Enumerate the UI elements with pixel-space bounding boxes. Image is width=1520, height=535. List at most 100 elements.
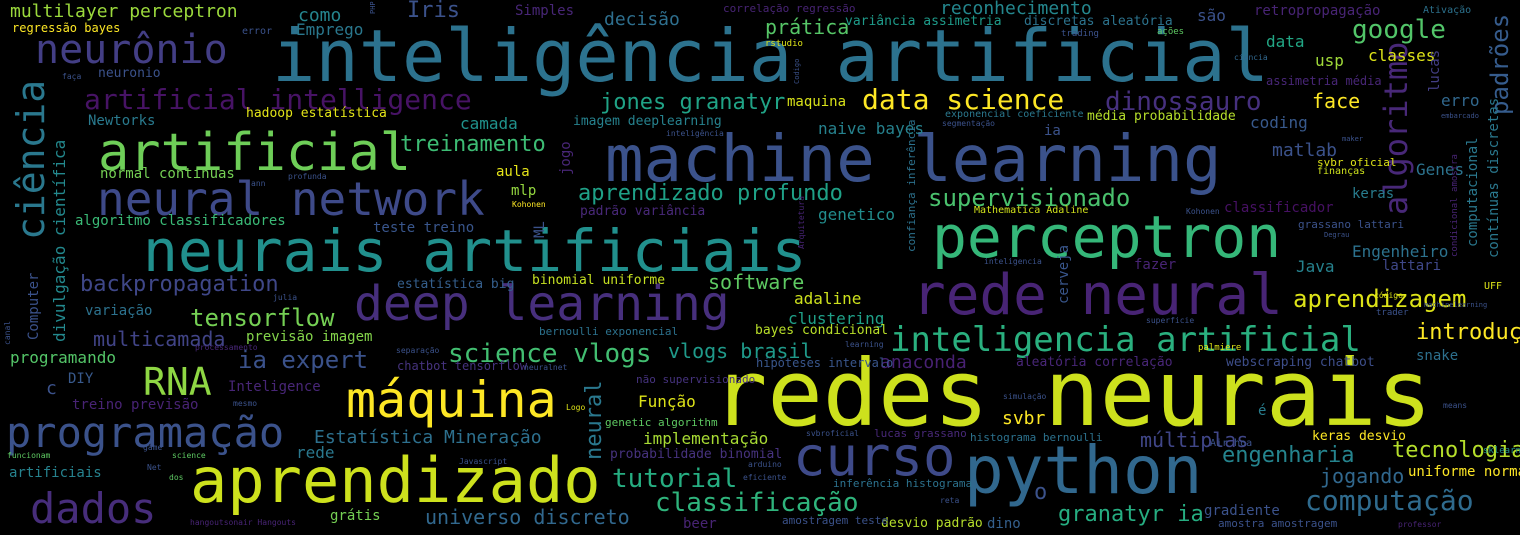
word: fazer xyxy=(1134,257,1177,273)
word: inteligencia xyxy=(984,257,1042,266)
word: canal xyxy=(3,320,12,345)
word: não supervisionado xyxy=(636,373,756,386)
word: svbroficial xyxy=(806,429,859,438)
word: previsão imagem xyxy=(246,329,373,345)
word: aleatória correlação xyxy=(1016,355,1173,370)
word: usp xyxy=(1315,51,1344,70)
word: ann xyxy=(251,179,266,188)
word: data science xyxy=(862,83,1065,116)
word: ia xyxy=(1044,123,1061,139)
word: jogando xyxy=(1320,464,1405,488)
word: regressão bayes xyxy=(12,21,121,35)
word: camada xyxy=(460,114,518,133)
word: múltiplas xyxy=(1140,428,1249,452)
word: machine learning xyxy=(605,123,1222,197)
word: face xyxy=(1312,89,1361,113)
word: funcionam xyxy=(7,451,51,460)
word: software xyxy=(708,270,805,294)
word: jones granatyr xyxy=(600,90,786,115)
word: mlp xyxy=(511,183,537,199)
word: machinelearning xyxy=(1424,301,1488,309)
word: bernoulli exponencial xyxy=(539,325,679,338)
word: programação xyxy=(6,408,285,457)
word: eficiente xyxy=(743,473,787,482)
word: divulgação científica xyxy=(50,139,69,342)
word: aula xyxy=(496,164,530,180)
word: erro xyxy=(1441,91,1480,110)
word: science xyxy=(172,451,206,460)
word: svbr oficial xyxy=(1317,156,1397,169)
word: embarcado xyxy=(1441,112,1479,120)
word: introdução xyxy=(1416,320,1520,345)
word: granatyr ia xyxy=(1058,502,1204,527)
word: programando xyxy=(10,348,116,367)
word: dino xyxy=(987,516,1021,532)
word: learning xyxy=(845,340,884,349)
word: adaline xyxy=(794,289,862,308)
word: maker xyxy=(1342,135,1364,143)
word: lattari xyxy=(1382,258,1442,274)
word: Arquitetura xyxy=(797,196,806,249)
word: prática xyxy=(765,15,850,39)
word: gradiente xyxy=(1204,503,1280,519)
word: python xyxy=(964,432,1203,509)
word: professor xyxy=(1398,520,1442,529)
word: teste treino xyxy=(373,220,475,236)
word: redes neurais xyxy=(712,340,1433,447)
word: Emprego xyxy=(296,20,364,39)
word: artificiais xyxy=(9,465,102,481)
word: treinamento xyxy=(400,132,546,157)
word: keras xyxy=(1352,186,1395,202)
word: é xyxy=(1258,403,1267,419)
word: tecnologia xyxy=(1392,438,1520,463)
word: correlação regressão xyxy=(723,2,856,15)
word: jogo xyxy=(558,141,574,175)
word: algoritmo classificadores xyxy=(75,213,286,229)
word: treino previsão xyxy=(72,397,199,413)
word: condicional amostra xyxy=(1450,154,1460,257)
word: Degrau xyxy=(1324,231,1350,239)
word: dos xyxy=(169,473,184,482)
word: svbr xyxy=(1002,408,1046,429)
word: clustering xyxy=(788,309,885,328)
word: superficie xyxy=(1146,316,1195,325)
word: multilayer perceptron xyxy=(10,1,238,22)
word: sklearn xyxy=(1483,446,1520,456)
word: google xyxy=(1352,15,1446,45)
word: snake xyxy=(1416,348,1459,364)
word: binomial uniforme xyxy=(532,273,666,288)
word: arduino xyxy=(748,460,782,469)
word: como xyxy=(298,5,342,26)
word: Ativação xyxy=(1423,5,1472,16)
word: artificial intelligence xyxy=(84,83,472,116)
word: neuralnet xyxy=(524,363,568,372)
word: computação xyxy=(1305,484,1474,517)
word: inteligência artificial xyxy=(272,14,1269,98)
word: estatística big xyxy=(397,277,515,292)
word: máquina xyxy=(346,371,557,429)
word: DIY xyxy=(68,371,94,387)
word: multicamada xyxy=(93,327,226,351)
word: imagem deeplearning xyxy=(573,114,722,129)
word: faça xyxy=(62,72,82,81)
word: variância assimetria xyxy=(845,14,1002,29)
word: hadoop estatística xyxy=(246,106,387,121)
word: trading xyxy=(1061,29,1099,39)
word: segmentação xyxy=(942,119,995,128)
word: decisão xyxy=(604,9,680,30)
word: o xyxy=(1034,480,1048,505)
word: classes xyxy=(1368,46,1436,65)
word: grátis xyxy=(330,508,381,524)
word: dados xyxy=(30,484,157,533)
word: Net xyxy=(147,463,162,472)
word: vlogs brasil xyxy=(668,339,813,363)
word: ações xyxy=(1157,27,1185,37)
word: amostra amostragem xyxy=(1218,517,1338,530)
word: neuronio xyxy=(98,66,161,81)
word: neurônio xyxy=(35,27,228,73)
word: Air hoa xyxy=(1210,438,1253,449)
word: Newtorks xyxy=(88,113,156,129)
word: retropropagação xyxy=(1254,3,1381,19)
word: são xyxy=(1197,6,1226,25)
